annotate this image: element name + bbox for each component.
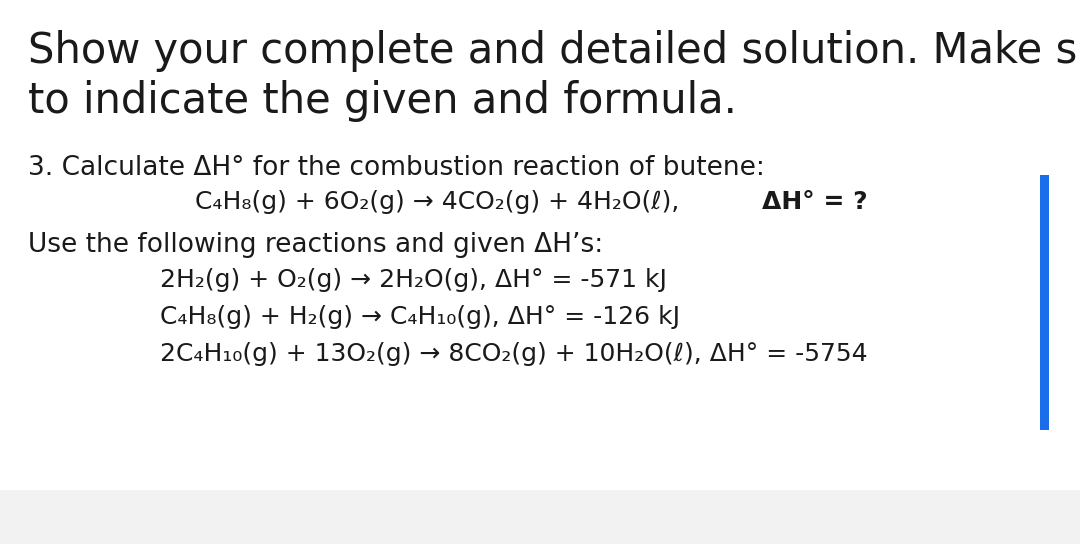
Text: ΔH° = ?: ΔH° = ? <box>762 190 867 214</box>
Text: Use the following reactions and given ΔH’s:: Use the following reactions and given ΔH… <box>28 232 604 258</box>
Text: 3. Calculate ΔH° for the combustion reaction of butene:: 3. Calculate ΔH° for the combustion reac… <box>28 155 765 181</box>
Text: 2C₄H₁₀(g) + 13O₂(g) → 8CO₂(g) + 10H₂O(ℓ), ΔH° = -5754: 2C₄H₁₀(g) + 13O₂(g) → 8CO₂(g) + 10H₂O(ℓ)… <box>160 342 867 366</box>
Text: to indicate the given and formula.: to indicate the given and formula. <box>28 80 737 122</box>
Bar <box>0 490 1080 544</box>
Text: C₄H₈(g) + 6O₂(g) → 4CO₂(g) + 4H₂O(ℓ),: C₄H₈(g) + 6O₂(g) → 4CO₂(g) + 4H₂O(ℓ), <box>195 190 687 214</box>
Text: 2H₂(g) + O₂(g) → 2H₂O(g), ΔH° = -571 kJ: 2H₂(g) + O₂(g) → 2H₂O(g), ΔH° = -571 kJ <box>160 268 667 292</box>
Text: Show your complete and detailed solution. Make su e: Show your complete and detailed solution… <box>28 30 1080 72</box>
Bar <box>1040 175 1049 430</box>
Text: C₄H₈(g) + H₂(g) → C₄H₁₀(g), ΔH° = -126 kJ: C₄H₈(g) + H₂(g) → C₄H₁₀(g), ΔH° = -126 k… <box>160 305 680 329</box>
